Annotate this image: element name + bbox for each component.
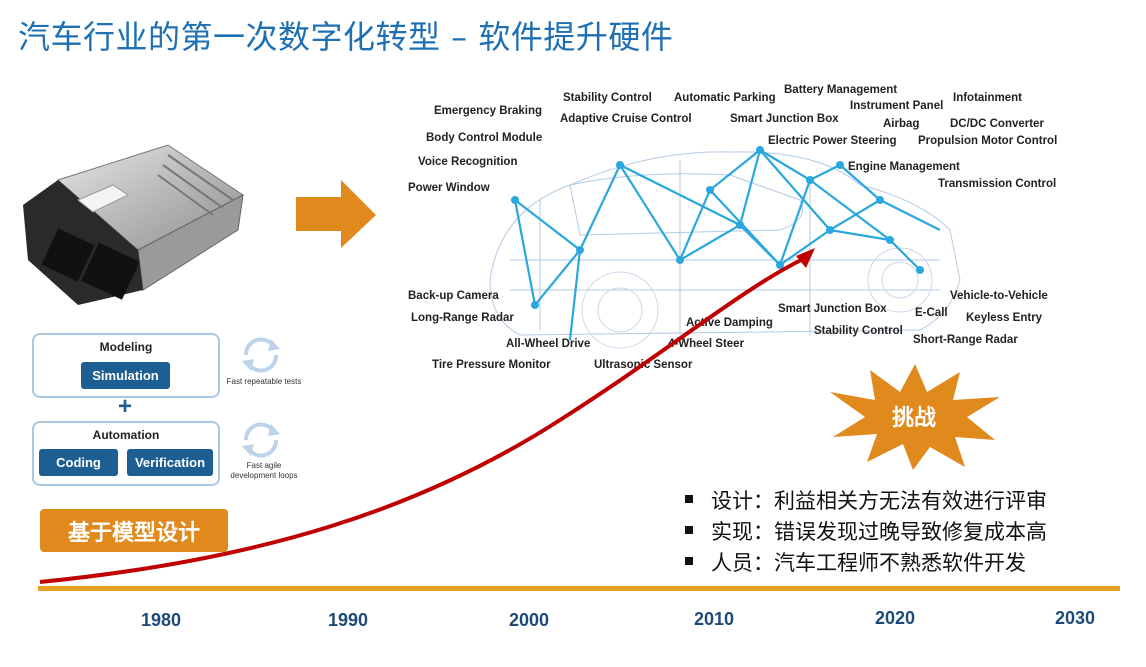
feature-label: Keyless Entry <box>966 312 1043 324</box>
feature-label: DC/DC Converter <box>950 118 1044 130</box>
feature-label: Infotainment <box>953 92 1022 104</box>
year-label: 1990 <box>328 610 369 630</box>
feature-label: Airbag <box>883 118 920 130</box>
feature-label: Stability Control <box>563 92 652 104</box>
year-label: 2030 <box>1055 608 1096 628</box>
plus-icon: + <box>118 393 133 420</box>
feature-label: Smart Junction Box <box>730 113 839 125</box>
automation-label: Automation <box>92 428 160 442</box>
feature-label: 4-Wheel Steer <box>668 338 745 350</box>
feature-label: Electric Power Steering <box>768 135 897 147</box>
bullet-implementation: 实现：错误发现过晚导致修复成本高 <box>685 516 1047 546</box>
bullet-square-icon <box>685 557 693 565</box>
feature-label: Instrument Panel <box>850 100 944 112</box>
feature-label: All-Wheel Drive <box>506 338 591 350</box>
bullet-text: 设计：利益相关方无法有效进行评审 <box>711 489 1047 513</box>
model-based-design-badge: 基于模型设计 <box>40 509 228 552</box>
bullet-square-icon <box>685 526 693 534</box>
challenge-starburst-icon <box>830 364 1000 470</box>
agile-loops-note-line1: Fast agile <box>246 461 282 470</box>
cycle-icon <box>242 422 280 458</box>
agile-loops-note-line2: development loops <box>230 471 298 480</box>
feature-label: Adaptive Cruise Control <box>560 113 692 125</box>
year-label: 2020 <box>875 608 916 628</box>
feature-label: Emergency Braking <box>434 105 543 117</box>
feature-label: Engine Management <box>848 161 960 173</box>
feature-label: Voice Recognition <box>418 156 518 168</box>
feature-label: Stability Control <box>814 325 903 337</box>
year-label: 2000 <box>509 610 550 630</box>
bullet-text: 人员：汽车工程师不熟悉软件开发 <box>711 551 1026 575</box>
feature-label: Body Control Module <box>426 132 543 144</box>
agile-loops-note: Fast agile development loops <box>224 461 304 481</box>
feature-label: Power Window <box>408 182 490 194</box>
coding-button[interactable]: Coding <box>39 449 118 476</box>
page-title: 汽车行业的第一次数字化转型 – 软件提升硬件 <box>18 18 674 56</box>
right-arrow-icon <box>296 180 376 248</box>
bullet-people: 人员：汽车工程师不熟悉软件开发 <box>685 547 1026 577</box>
bullet-square-icon <box>685 495 693 503</box>
feature-label: Smart Junction Box <box>778 303 887 315</box>
bullet-text: 实现：错误发现过晚导致修复成本高 <box>711 520 1047 544</box>
challenge-label: 挑战 <box>891 406 936 431</box>
fast-tests-note: Fast repeatable tests <box>226 377 302 386</box>
feature-label: Tire Pressure Monitor <box>432 359 551 371</box>
feature-label: E-Call <box>915 307 948 319</box>
year-label: 2010 <box>694 609 735 629</box>
feature-label: Short-Range Radar <box>913 334 1018 346</box>
verification-button[interactable]: Verification <box>127 449 213 476</box>
feature-label: Back-up Camera <box>408 290 499 302</box>
feature-label: Vehicle-to-Vehicle <box>950 290 1048 302</box>
car-network-diagram <box>489 146 961 349</box>
modeling-label: Modeling <box>99 340 153 354</box>
feature-label: Transmission Control <box>938 178 1057 190</box>
timeline-axis <box>38 586 1120 591</box>
bullet-design: 设计：利益相关方无法有效进行评审 <box>685 485 1047 515</box>
feature-label: Automatic Parking <box>674 92 776 104</box>
ecu-image <box>23 144 244 305</box>
feature-label: Long-Range Radar <box>411 312 514 324</box>
simulation-button[interactable]: Simulation <box>81 362 170 389</box>
year-label: 1980 <box>141 610 182 630</box>
cycle-icon <box>242 337 280 373</box>
feature-label: Propulsion Motor Control <box>918 135 1058 147</box>
feature-label: Battery Management <box>784 84 898 96</box>
